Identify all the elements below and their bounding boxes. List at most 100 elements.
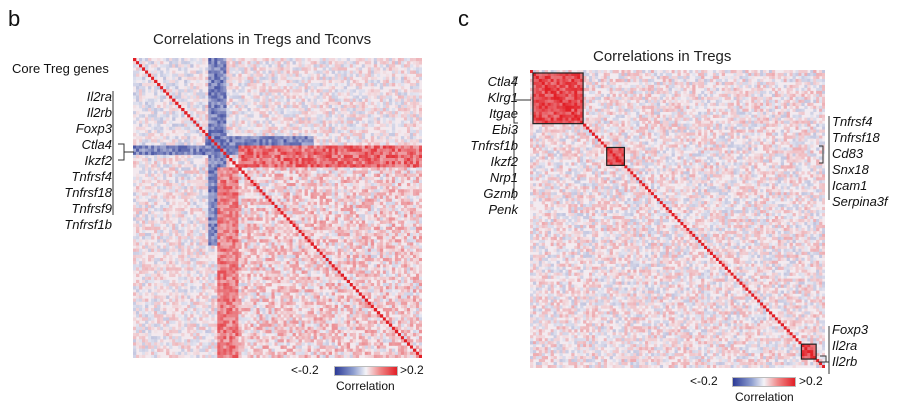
heatmap-cell — [193, 208, 197, 212]
heatmap-cell — [208, 164, 212, 168]
heatmap-cell — [319, 192, 323, 196]
heatmap-cell — [268, 164, 272, 168]
heatmap-cell — [280, 201, 284, 206]
heatmap-cell — [199, 242, 203, 246]
heatmap-cell — [340, 133, 345, 137]
heatmap-cell — [376, 117, 381, 121]
heatmap-cell — [361, 239, 366, 243]
heatmap-cell — [271, 108, 275, 112]
heatmap-cell — [298, 242, 302, 246]
heatmap-cell — [397, 101, 402, 106]
heatmap-cell — [193, 76, 197, 81]
heatmap-cell — [403, 214, 408, 218]
heatmap-cell — [226, 183, 230, 187]
panel-b-gene-labels: Il2ra Il2rb Foxp3 Ctla4 Ikzf2 Tnfrsf4 Tn… — [64, 89, 112, 233]
heatmap-cell — [403, 254, 408, 259]
heatmap-cell — [271, 142, 275, 146]
heatmap-cell — [157, 83, 161, 87]
heatmap-cell — [328, 136, 332, 140]
heatmap-cell — [238, 167, 242, 171]
heatmap-cell — [319, 83, 323, 87]
heatmap-cell — [241, 111, 245, 115]
heatmap-cell — [322, 226, 326, 231]
heatmap-cell — [169, 204, 173, 209]
heatmap-cell — [295, 67, 299, 71]
heatmap-cell — [274, 226, 278, 231]
heatmap-cell — [322, 254, 326, 259]
heatmap-cell — [247, 61, 251, 65]
heatmap-cell — [139, 201, 143, 206]
heatmap-cell — [193, 58, 197, 62]
heatmap-cell — [343, 136, 348, 140]
heatmap-cell — [163, 86, 167, 90]
heatmap-cell — [235, 248, 239, 253]
heatmap-cell — [358, 129, 363, 134]
heatmap-cell — [337, 61, 342, 65]
heatmap-cell — [169, 189, 173, 193]
heatmap-cell — [142, 89, 146, 93]
heatmap-cell — [205, 108, 209, 112]
heatmap-cell — [304, 129, 308, 134]
heatmap-cell — [367, 108, 372, 112]
heatmap-cell — [247, 123, 251, 128]
heatmap-cell — [349, 170, 354, 174]
heatmap-cell — [166, 201, 170, 206]
heatmap-cell — [274, 204, 278, 209]
heatmap-cell — [202, 145, 206, 149]
heatmap-cell — [181, 126, 185, 131]
heatmap-cell — [250, 236, 254, 240]
heatmap-cell — [412, 223, 417, 228]
heatmap-cell — [232, 67, 236, 71]
heatmap-cell — [418, 136, 422, 140]
heatmap-cell — [151, 201, 155, 206]
heatmap-cell — [409, 211, 414, 215]
heatmap-cell — [331, 226, 335, 231]
heatmap-cell — [397, 258, 402, 262]
heatmap-cell — [190, 151, 194, 156]
heatmap-cell — [133, 242, 137, 246]
heatmap-cell — [160, 208, 164, 212]
heatmap-cell — [241, 98, 245, 103]
heatmap-cell — [328, 98, 332, 103]
heatmap-cell — [178, 229, 182, 234]
heatmap-cell — [382, 186, 387, 190]
heatmap-cell — [226, 86, 230, 90]
heatmap-cell — [172, 248, 176, 253]
heatmap-cell — [313, 67, 317, 71]
heatmap-cell — [412, 61, 417, 65]
heatmap-cell — [277, 173, 281, 178]
heatmap-cell — [322, 111, 326, 115]
heatmap-cell — [370, 242, 375, 246]
heatmap-cell — [229, 198, 233, 203]
heatmap-cell — [235, 258, 239, 262]
heatmap-cell — [400, 179, 405, 184]
heatmap-cell — [337, 236, 342, 240]
heatmap-cell — [199, 189, 203, 193]
heatmap-cell — [292, 114, 296, 118]
heatmap-cell — [157, 148, 161, 153]
heatmap-cell — [367, 186, 372, 190]
heatmap-cell — [277, 92, 281, 96]
heatmap-cell — [355, 151, 360, 156]
heatmap-cell — [406, 223, 411, 228]
heatmap-cell — [352, 201, 357, 206]
heatmap-cell — [199, 261, 203, 265]
heatmap-cell — [292, 151, 296, 156]
heatmap-cell — [229, 167, 233, 171]
heatmap-cell — [205, 242, 209, 246]
heatmap-cell — [298, 86, 302, 90]
heatmap-cell — [322, 126, 326, 131]
heatmap-cell — [244, 173, 248, 178]
heatmap-cell — [346, 98, 351, 103]
heatmap-cell — [289, 145, 293, 149]
heatmap-cell — [268, 70, 272, 74]
heatmap-cell — [148, 214, 152, 218]
heatmap-cell — [415, 86, 420, 90]
heatmap-cell — [412, 104, 417, 109]
heatmap-cell — [391, 161, 396, 165]
heatmap-cell — [160, 214, 164, 218]
heatmap-cell — [232, 161, 236, 165]
heatmap-cell — [238, 73, 242, 78]
heatmap-cell — [142, 142, 146, 146]
heatmap-cell — [256, 133, 260, 137]
